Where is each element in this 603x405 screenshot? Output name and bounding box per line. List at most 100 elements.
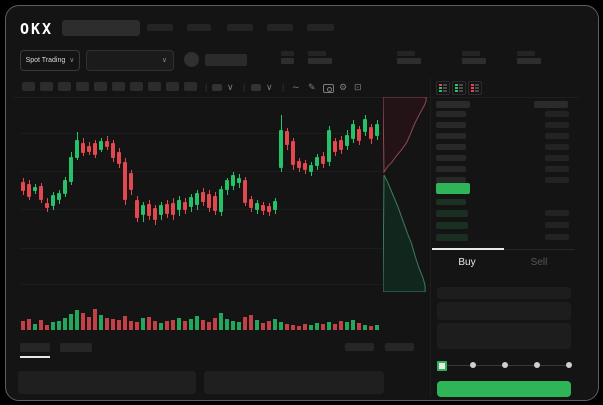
toolbar-preset-button[interactable] — [166, 82, 179, 91]
bid-price-placeholder[interactable] — [436, 234, 468, 241]
toolbar-preset-button[interactable] — [184, 82, 197, 91]
nav-item[interactable] — [227, 24, 253, 31]
amount-field[interactable] — [437, 323, 571, 349]
volume-bar — [255, 320, 259, 330]
ask-amount-placeholder[interactable] — [545, 177, 569, 183]
ask-amount-placeholder[interactable] — [545, 111, 569, 117]
interval-icon[interactable] — [212, 84, 222, 91]
ask-amount-placeholder[interactable] — [545, 122, 569, 128]
nav-item[interactable] — [307, 24, 334, 31]
ask-amount-placeholder[interactable] — [545, 133, 569, 139]
order-type-field[interactable] — [437, 287, 571, 299]
draw-pencil-icon[interactable]: ✎ — [308, 82, 316, 92]
slider-stop-dot[interactable] — [534, 362, 540, 368]
buy-submit-button[interactable] — [437, 381, 571, 397]
pair-select-dropdown[interactable]: ∨ — [86, 50, 174, 71]
orderbook-view-asks-icon[interactable] — [468, 81, 482, 95]
ask-price-placeholder[interactable] — [436, 122, 466, 128]
slider-stop-dot[interactable] — [566, 362, 572, 368]
icon-cell — [471, 90, 474, 92]
buy-tab-indicator — [432, 248, 504, 250]
candle-body — [291, 141, 295, 165]
nav-item[interactable] — [187, 24, 211, 31]
chevron-down-icon[interactable]: ∨ — [266, 82, 273, 92]
candle-body — [351, 124, 355, 139]
ask-price-placeholder[interactable] — [436, 144, 466, 150]
bid-amount-placeholder[interactable] — [545, 222, 569, 228]
nav-item[interactable] — [267, 24, 293, 31]
toolbar-preset-button[interactable] — [94, 82, 107, 91]
candle-body — [345, 135, 349, 146]
volume-bar — [87, 317, 91, 330]
indicator-wave-icon[interactable]: ∼ — [292, 82, 300, 92]
toolbar-preset-button[interactable] — [58, 82, 71, 91]
candle-body — [207, 194, 211, 208]
active-tab-underline — [20, 356, 50, 358]
slider-stop-dot[interactable] — [502, 362, 508, 368]
ask-price-placeholder[interactable] — [436, 133, 466, 139]
stat-label-placeholder — [397, 51, 415, 56]
camera-icon[interactable] — [323, 84, 334, 93]
coin-icon — [184, 52, 199, 67]
slider-handle-selected[interactable] — [437, 361, 447, 371]
chart-tab-active[interactable] — [20, 343, 50, 352]
spread-row — [436, 199, 466, 205]
icon-line — [443, 90, 447, 92]
chart-type-icon[interactable] — [251, 84, 261, 91]
tab-buy[interactable]: Buy — [458, 257, 476, 268]
volume-bar — [45, 325, 49, 330]
candle-body — [261, 205, 265, 211]
stat-label-placeholder — [462, 51, 480, 56]
bid-price-placeholder[interactable] — [436, 222, 468, 229]
bid-amount-placeholder[interactable] — [545, 210, 569, 216]
last-price-badge[interactable] — [436, 183, 470, 194]
ask-price-placeholder[interactable] — [436, 155, 466, 161]
volume-bar — [345, 322, 349, 330]
candle-body — [57, 193, 61, 200]
price-field[interactable] — [437, 302, 571, 320]
nav-item[interactable] — [147, 24, 173, 31]
search-input[interactable] — [62, 20, 140, 36]
toolbar-preset-button[interactable] — [112, 82, 125, 91]
orderbook-view-both-icon[interactable] — [436, 81, 450, 95]
orderbook-view-bids-icon[interactable] — [452, 81, 466, 95]
toolbar-divider: | — [205, 82, 208, 92]
candle-body — [189, 197, 193, 207]
market-mode-selector[interactable]: Spot Trading ∨ — [20, 50, 80, 71]
settings-gear-icon[interactable]: ⚙ — [339, 82, 348, 92]
volume-bar — [81, 313, 85, 330]
fullscreen-expand-icon[interactable]: ⊡ — [354, 82, 362, 92]
volume-bar — [57, 321, 61, 330]
ask-amount-placeholder[interactable] — [545, 155, 569, 161]
volume-bar — [279, 322, 283, 330]
chart-tab[interactable] — [60, 343, 92, 352]
ask-price-placeholder[interactable] — [436, 111, 466, 117]
tab-sell[interactable]: Sell — [530, 257, 548, 268]
volume-bar — [33, 324, 37, 330]
toolbar-preset-button[interactable] — [22, 82, 35, 91]
ask-price-placeholder[interactable] — [436, 166, 466, 172]
candle-body — [69, 157, 73, 182]
toolbar-preset-button[interactable] — [40, 82, 53, 91]
ask-amount-placeholder[interactable] — [545, 166, 569, 172]
candle-body — [33, 187, 37, 191]
volume-bar — [273, 319, 277, 330]
candle-body — [159, 205, 163, 215]
chart-option[interactable] — [385, 343, 414, 351]
chart-option[interactable] — [345, 343, 374, 351]
candle-body — [63, 180, 67, 194]
volume-bar — [213, 318, 217, 330]
toolbar-preset-button[interactable] — [148, 82, 161, 91]
toolbar-preset-button[interactable] — [76, 82, 89, 91]
chevron-down-icon[interactable]: ∨ — [227, 82, 234, 92]
candlestick-chart[interactable] — [20, 100, 385, 292]
candle-body — [153, 208, 157, 220]
okx-logo[interactable]: OKX — [20, 20, 54, 38]
bid-amount-placeholder[interactable] — [545, 234, 569, 240]
ask-amount-placeholder[interactable] — [545, 144, 569, 150]
bid-price-placeholder[interactable] — [436, 210, 468, 217]
slider-stop-dot[interactable] — [470, 362, 476, 368]
candle-body — [183, 202, 187, 210]
toolbar-preset-button[interactable] — [130, 82, 143, 91]
ask-price-placeholder[interactable] — [436, 177, 466, 183]
